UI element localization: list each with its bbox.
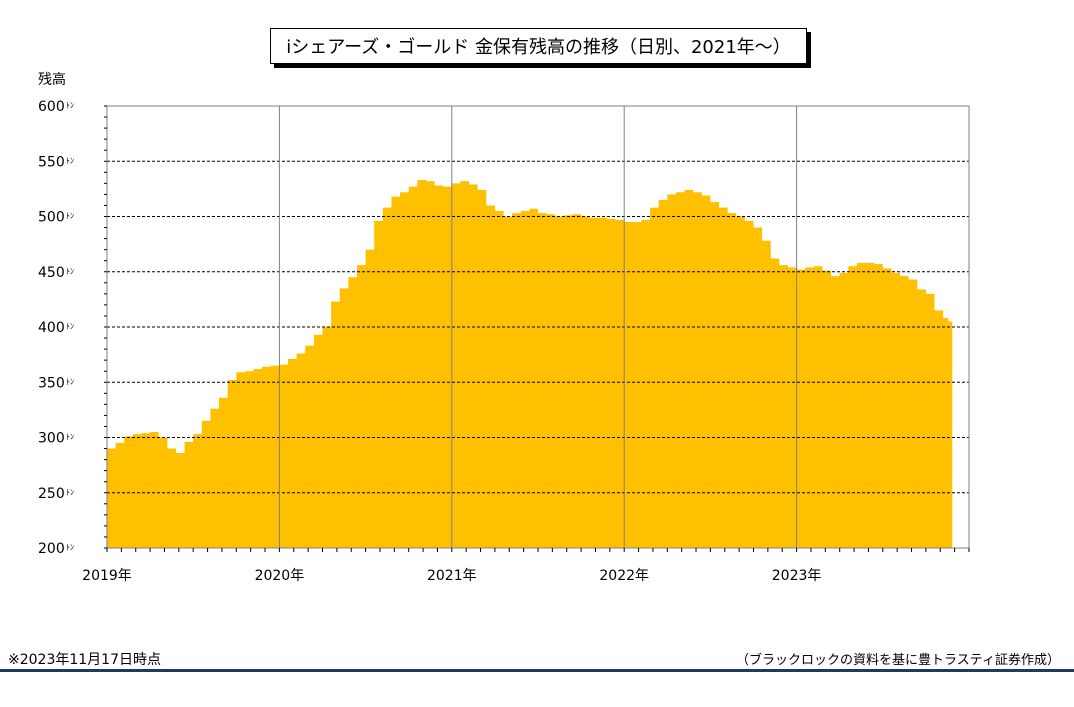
series-area-0 [107, 180, 953, 548]
y-tick-unit: ﾄﾝ [66, 101, 74, 110]
x-tick-label: 2023年 [772, 568, 822, 584]
footnote: ※2023年11月17日時点 [8, 652, 161, 668]
y-tick-label: 250 [38, 486, 65, 502]
y-tick-unit: ﾄﾝ [66, 488, 74, 497]
y-axis-title: 残高 [38, 71, 66, 88]
y-tick-label: 600 [38, 99, 65, 115]
y-tick-unit: ﾄﾝ [66, 433, 74, 442]
x-tick-label: 2021年 [427, 568, 477, 584]
source-note: （ブラックロックの資料を基に豊トラスティ証券作成） [736, 653, 1060, 668]
y-tick-unit: ﾄﾝ [66, 156, 74, 165]
y-tick-unit: ﾄﾝ [66, 377, 74, 386]
bottom-rule [0, 669, 1074, 672]
y-tick-unit: ﾄﾝ [66, 322, 74, 331]
y-tick-label: 400 [38, 320, 65, 336]
y-tick-unit: ﾄﾝ [66, 543, 74, 552]
y-tick-label: 200 [38, 541, 65, 557]
x-tick-label: 2019年 [82, 568, 132, 584]
y-tick-label: 350 [38, 375, 65, 391]
y-tick-unit: ﾄﾝ [66, 212, 74, 221]
y-tick-label: 450 [38, 265, 65, 281]
y-tick-unit: ﾄﾝ [66, 267, 74, 276]
y-tick-label: 300 [38, 431, 65, 447]
x-tick-label: 2020年 [255, 568, 305, 584]
y-tick-label: 500 [38, 210, 65, 226]
chart-title: iシェアーズ・ゴールド 金保有残高の推移（日別、2021年～） [270, 28, 807, 64]
x-tick-label: 2022年 [599, 568, 649, 584]
y-tick-label: 550 [38, 154, 65, 170]
